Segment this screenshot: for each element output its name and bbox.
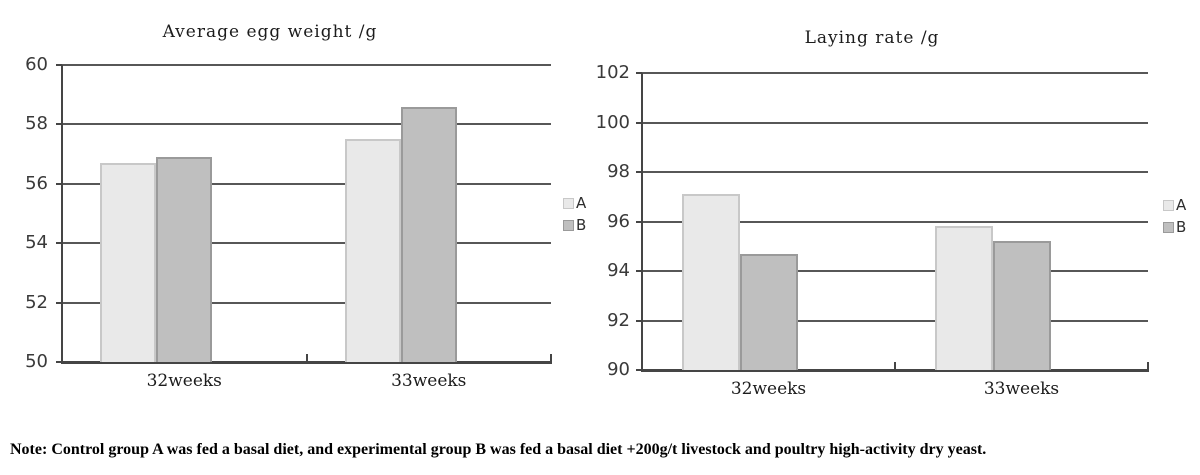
y-axis-label: 56	[25, 172, 48, 194]
legend-label-a: A	[576, 194, 587, 212]
gridline	[642, 270, 1148, 272]
chart-average-egg-weight: Average egg weight /g A B 60 58 56 54 52 50 32…	[0, 0, 600, 430]
y-axis-tick	[636, 270, 642, 272]
gridline	[642, 220, 1148, 223]
gridline	[62, 123, 551, 126]
y-axis-label: 50	[25, 351, 48, 372]
chart-title: Laying rate /g	[804, 28, 940, 48]
legend-swatch-a-icon	[1163, 200, 1174, 211]
legend-swatch-a-icon	[563, 198, 574, 209]
gridline	[62, 301, 551, 304]
x-axis-tick	[550, 354, 552, 361]
bar-b-33weeks	[992, 241, 1051, 370]
legend-item-a: A	[1163, 198, 1186, 213]
y-axis-label: 60	[25, 54, 48, 75]
legend: A B	[563, 196, 586, 233]
y-axis-label: 52	[25, 291, 48, 313]
chart-laying-rate: Laying rate /g A B 102 100 98 96 94 92 90 32wee…	[596, 0, 1200, 430]
y-axis-tick	[56, 301, 62, 304]
y-axis-label: 100	[595, 111, 630, 133]
y-axis-tick	[56, 182, 62, 185]
legend-label-a: A	[1176, 196, 1187, 214]
bar-a-32weeks	[100, 163, 157, 362]
legend-item-b: B	[563, 218, 586, 233]
legend-label-b: B	[576, 216, 587, 234]
x-axis-line	[61, 361, 552, 364]
legend-swatch-b-icon	[1163, 222, 1174, 233]
legend: A B	[1163, 198, 1186, 235]
gridline	[62, 64, 551, 66]
bar-b-33weeks	[400, 106, 457, 362]
y-axis-tick	[56, 361, 62, 363]
gridline	[642, 171, 1148, 173]
x-axis-label: 33weeks	[983, 379, 1060, 399]
legend-item-b: B	[1163, 220, 1186, 235]
y-axis-line	[641, 73, 643, 370]
y-axis-label: 96	[607, 210, 630, 232]
y-axis-label: 94	[607, 260, 630, 281]
y-axis-tick	[636, 369, 642, 371]
y-axis-label: 90	[607, 359, 630, 380]
bar-a-33weeks	[344, 139, 401, 362]
x-axis-label: 32weeks	[146, 371, 222, 391]
y-axis-label: 54	[25, 232, 48, 254]
legend-item-a: A	[563, 196, 586, 211]
y-axis-tick	[56, 64, 62, 66]
y-axis-line	[61, 65, 63, 362]
y-axis-label: 58	[25, 113, 48, 135]
x-axis-tick	[894, 362, 896, 369]
bar-a-33weeks	[934, 226, 993, 370]
y-axis-label: 98	[607, 161, 630, 182]
gridline	[642, 319, 1148, 322]
x-axis-label: 32weeks	[730, 379, 807, 399]
gridline	[642, 72, 1148, 74]
bar-b-32weeks	[739, 253, 798, 370]
y-axis-tick	[636, 220, 642, 223]
y-axis-tick	[636, 121, 642, 124]
gridline	[642, 121, 1148, 124]
y-axis-tick	[56, 123, 62, 126]
y-axis-tick	[636, 319, 642, 322]
bar-a-32weeks	[681, 194, 740, 370]
chart-title: Average egg weight /g	[162, 22, 378, 42]
x-axis-line	[641, 369, 1149, 372]
y-axis-label: 102	[595, 62, 630, 83]
bar-b-32weeks	[156, 157, 213, 362]
x-axis-tick	[1147, 362, 1149, 369]
y-axis-label: 92	[607, 309, 630, 331]
gridline	[62, 182, 551, 185]
y-axis-tick	[636, 171, 642, 173]
y-axis-tick	[56, 242, 62, 245]
legend-label-b: B	[1176, 218, 1187, 236]
gridline	[62, 242, 551, 245]
x-axis-tick	[305, 354, 308, 361]
x-axis-label: 33weeks	[391, 371, 467, 391]
legend-swatch-b-icon	[563, 220, 574, 231]
note-text: Note: Control group A was fed a basal di…	[10, 441, 987, 458]
y-axis-tick	[636, 72, 642, 74]
